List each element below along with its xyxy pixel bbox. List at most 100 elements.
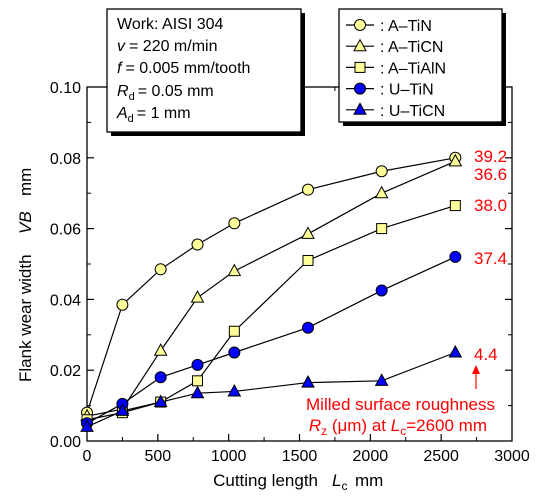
legend: : A–TiN : A–TiCN : A–TiAlN : U–TiN : U–TiCN	[338, 8, 506, 126]
x-axis-label: Cutting length	[213, 471, 318, 490]
cond-speed: v = 220 m/min	[117, 38, 217, 55]
y-axis-label-group: Flank wear width VB mm	[16, 168, 35, 382]
conditions-shadow-bottom	[111, 132, 305, 136]
x-tick-label: 2000	[353, 448, 389, 465]
x-tick-label: 1000	[211, 448, 247, 465]
data-point	[376, 223, 388, 235]
data-point	[192, 375, 203, 387]
y-tick-label: 0.02	[50, 363, 81, 380]
conditions-frame	[106, 8, 302, 133]
data-point	[191, 238, 204, 251]
series-line	[86, 205, 456, 421]
legend-marker	[354, 19, 366, 31]
data-point	[153, 343, 168, 356]
x-axis-unit: mm	[355, 471, 383, 490]
annotation-line1: Milled surface roughness	[306, 395, 495, 414]
data-series	[80, 151, 463, 432]
y-axis-label: Flank wear width	[16, 254, 35, 382]
series-line	[86, 157, 456, 413]
x-tick-label: 2500	[423, 448, 459, 465]
data-point	[228, 217, 241, 230]
annotation-arrow-head	[472, 365, 480, 374]
data-point	[302, 321, 314, 334]
legend-marker	[353, 102, 367, 115]
data-point	[302, 183, 314, 196]
data-point	[80, 419, 94, 432]
series-line	[86, 351, 456, 428]
end-label-u-tin: 37.4	[474, 249, 507, 268]
y-tick-label: 0.08	[50, 151, 81, 168]
conditions-box: Work: AISI 304 v = 220 m/min f = 0.005 mm/…	[106, 8, 305, 136]
x-tick-label: 1500	[282, 448, 318, 465]
end-label-a-tin: 39.2	[474, 147, 507, 166]
data-point	[153, 394, 168, 408]
x-tick-label: 3000	[494, 448, 530, 465]
end-label-u-ticn: 4.4	[474, 345, 498, 364]
y-tick-label: 0.10	[50, 80, 81, 97]
cond-work: Work: AISI 304	[117, 16, 224, 33]
axis-ticks: 0 500 1000 1500 2000 2500 3000 0.00 0.02 0.04 0.06…	[50, 80, 530, 465]
data-point	[301, 375, 315, 388]
annotation-line2: Rz (μm) at Lc=2600 mm	[309, 416, 487, 438]
data-point	[448, 153, 463, 167]
legend-item: : A–TiCN	[346, 38, 443, 56]
data-point	[301, 226, 315, 239]
series-0	[81, 151, 462, 419]
x-tick-label: 500	[144, 448, 171, 465]
data-point	[228, 325, 240, 337]
data-point	[116, 298, 129, 311]
legend-item: : U–TiN	[346, 82, 434, 99]
series-line	[86, 256, 456, 424]
data-point	[449, 250, 462, 263]
data-point	[190, 290, 205, 303]
legend-marker	[353, 38, 367, 52]
legend-marker	[354, 61, 366, 73]
legend-shadow-bottom	[343, 122, 506, 126]
legend-item: : U–TiCN	[346, 102, 445, 120]
data-point	[227, 263, 242, 277]
end-labels: 39.2 36.6 38.0 37.4 4.4	[474, 147, 507, 364]
data-point	[191, 358, 204, 371]
data-point	[375, 284, 388, 297]
data-point	[449, 200, 461, 212]
data-point	[375, 165, 388, 178]
end-label-a-ticn: 36.6	[474, 165, 507, 184]
data-point	[302, 254, 314, 266]
cond-axial-depth: Ad = 1 mm	[116, 105, 191, 125]
data-point	[154, 371, 167, 384]
y-tick-label: 0.00	[50, 434, 81, 451]
data-point	[228, 346, 241, 359]
end-label-a-tialn: 38.0	[474, 196, 507, 215]
series-4	[80, 344, 463, 432]
data-point	[374, 185, 389, 199]
x-tick-label: 0	[83, 448, 92, 465]
data-point	[448, 344, 463, 358]
series-2	[81, 200, 461, 426]
data-point	[374, 373, 389, 386]
series-line	[86, 160, 456, 417]
legend-shadow-right	[502, 13, 506, 126]
cond-feed: f = 0.005 mm/tooth	[117, 60, 250, 77]
roughness-annotation: Milled surface roughness Rz (μm) at Lc=2…	[306, 365, 495, 438]
legend-label: : A–TiAlN	[380, 60, 446, 77]
data-point	[154, 263, 167, 276]
series-3	[81, 250, 462, 430]
conditions-shadow-right	[301, 13, 305, 136]
data-point	[227, 383, 242, 397]
legend-marker	[354, 82, 366, 95]
y-tick-label: 0.06	[50, 222, 81, 239]
cond-radial-depth: Rd = 0.05 mm	[117, 83, 214, 103]
y-axis-symbol: VB	[16, 211, 35, 234]
legend-label: : A–TiCN	[380, 39, 443, 56]
legend-label: : A–TiN	[380, 18, 432, 35]
data-point	[115, 403, 130, 416]
y-axis-unit: mm	[16, 168, 35, 196]
y-tick-label: 0.04	[50, 292, 81, 309]
legend-label: : U–TiCN	[380, 103, 445, 120]
legend-item: : A–TiN	[346, 18, 432, 35]
plot-frame	[86, 86, 513, 442]
x-axis-symbol: Lc	[332, 471, 347, 493]
legend-frame	[338, 8, 503, 123]
legend-items: : A–TiN : A–TiCN : A–TiAlN : U–TiN : U–TiCN	[346, 18, 446, 120]
